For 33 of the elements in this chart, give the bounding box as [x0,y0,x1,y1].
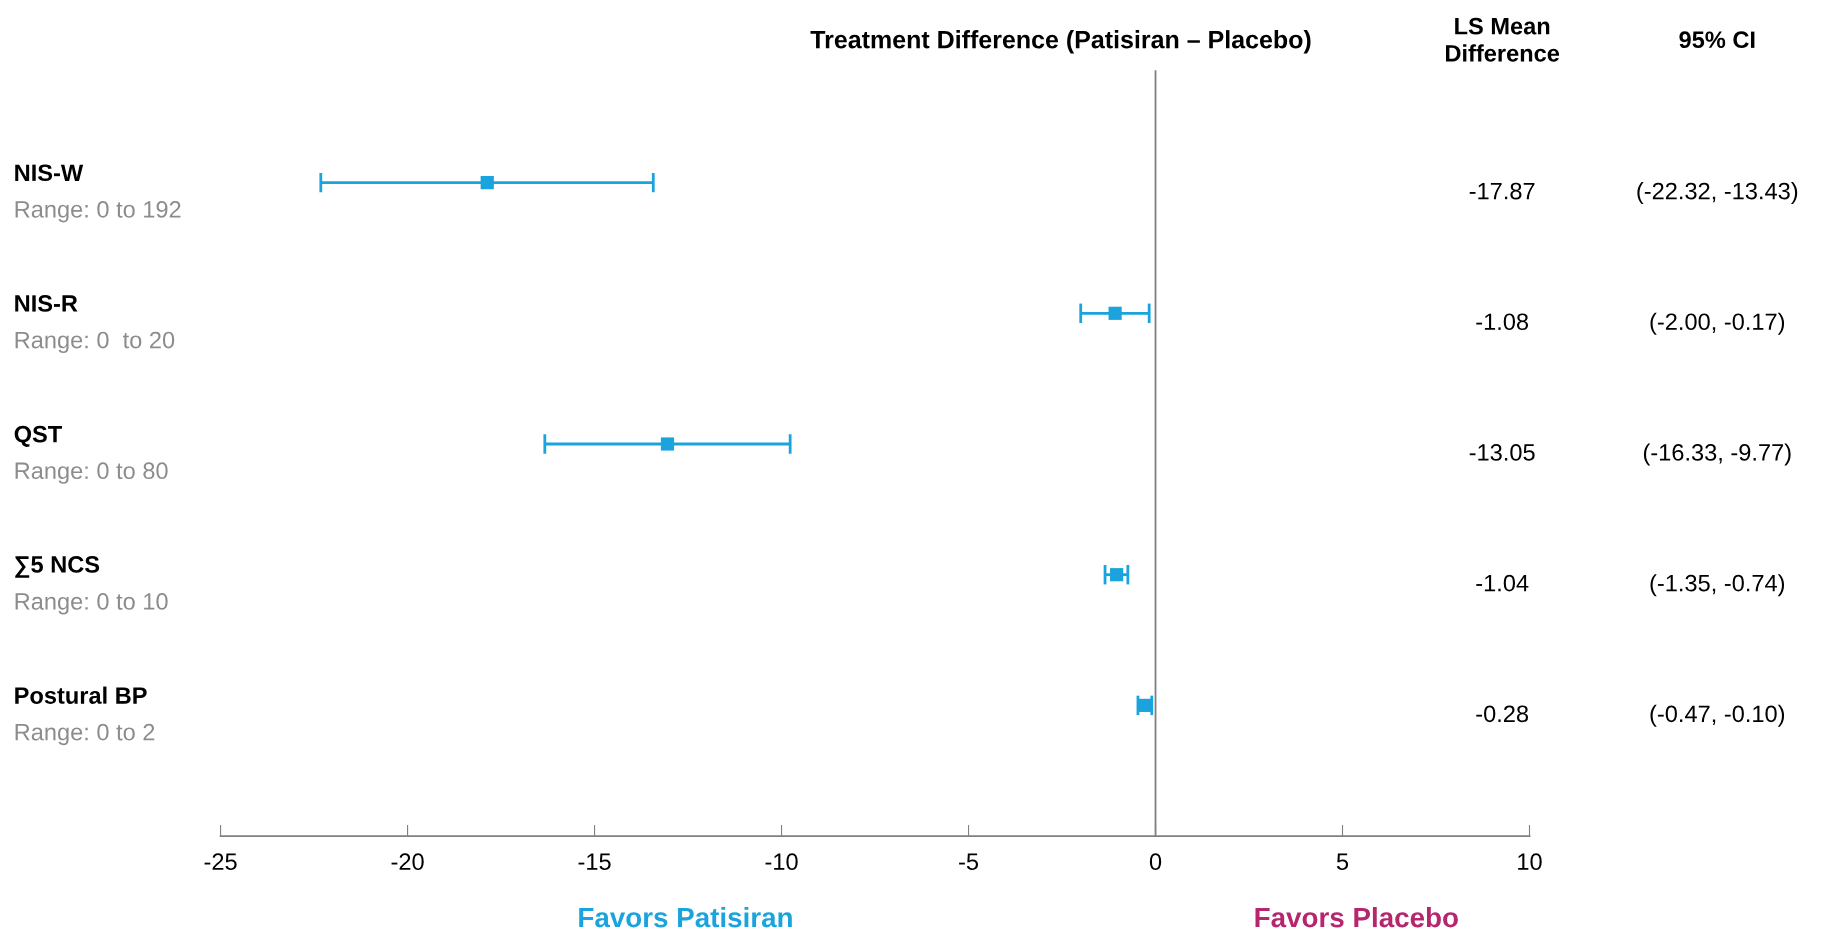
text: (-1.35, -0.74) [1650,574,1785,597]
point [480,176,494,190]
x-tick-label: 0 [1149,853,1162,871]
text: Favors Placebo [1255,906,1458,928]
y-tick-label: Postural BP Range: 0 to 2 [15,686,155,746]
y-tick-label: ∑5 NCS Range: 0 to 10 [15,556,168,615]
point [1110,568,1124,582]
x-tick-label: -25 [204,853,237,871]
text: Favors Patisiran [579,906,792,928]
annotation: -17.87 [1469,182,1535,200]
point [1138,698,1152,712]
point [1108,306,1122,320]
x-tick-label: -20 [391,853,424,871]
text: 95% CI [1679,31,1755,49]
x-tick-label: 5 [1336,853,1349,871]
x-tick-label: -10 [765,853,798,871]
annotation: -13.05 [1469,444,1535,461]
annotation: -0.28 [1476,705,1529,723]
y-tick-label: QST Range: 0 to 80 [14,425,168,484]
text: (-0.47, -0.10) [1650,704,1785,727]
y-tick-label: NIS-R Range: 0 to 20 [15,295,175,354]
point [660,437,675,451]
x-tick-label: 10 [1518,853,1542,871]
text: (-2.00, -0.17) [1650,312,1785,335]
annotation: -1.08 [1476,313,1529,331]
annotation: -1.04 [1476,574,1529,592]
chart-title: Treatment Difference (Patisiran – Placebo) [810,30,1311,54]
x-tick-label: -15 [578,853,611,871]
x-tick-label: -5 [959,853,979,871]
text: LS Mean Difference [1446,17,1560,62]
text: (-22.32, -13.43) [1637,182,1798,205]
y-tick-label: NIS-W Range: 0 to 192 [15,164,181,223]
text: (-16.33, -9.77) [1643,443,1791,466]
